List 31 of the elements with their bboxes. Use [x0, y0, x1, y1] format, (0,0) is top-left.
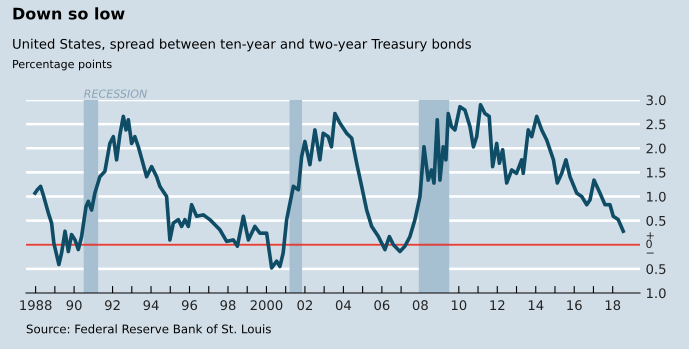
- x-tick-label: 02: [297, 300, 312, 310]
- x-tick-label: 08: [412, 300, 428, 310]
- x-tick-label: 06: [374, 300, 390, 310]
- band-label: RECESSION: [84, 89, 147, 98]
- y-tick-label: 0.5: [646, 264, 666, 274]
- y-tick-label: 0.5: [646, 216, 666, 226]
- x-tick-label: 16: [567, 300, 582, 310]
- x-tick-label: 90: [66, 300, 82, 310]
- x-tick-label: 92: [104, 300, 120, 310]
- chart-subtitle: United States, spread between ten-year and two-year Treasury bonds: [13, 38, 471, 52]
- y-tick-label: 2.0: [646, 143, 666, 154]
- x-tick-label: 10: [452, 300, 466, 310]
- line-series: [33, 103, 626, 270]
- chart-title: Down so low: [13, 7, 125, 20]
- x-tick-label: 98: [220, 300, 236, 310]
- source-note: Source: Federal Reserve Bank of St. Louis: [26, 324, 271, 334]
- y-tick-label: 1.5: [647, 168, 666, 178]
- y-axis-title: Percentage points: [13, 60, 112, 70]
- x-tick-label: 18: [606, 300, 620, 310]
- y-tick-label: 1.0: [647, 288, 666, 298]
- y-tick-label: 2.5: [646, 119, 666, 130]
- x-tick-label: 2000: [250, 300, 282, 310]
- y-tick-label: + 0 −: [646, 232, 654, 254]
- x-tick-label: 12: [490, 300, 504, 310]
- x-tick-label: 94: [143, 300, 159, 310]
- x-tick-label: 14: [528, 300, 544, 310]
- x-tick-label: 04: [336, 300, 352, 310]
- y-tick-label: 3.0: [646, 95, 666, 106]
- x-tick-label: 1988: [20, 300, 52, 310]
- y-tick-label: 1.0: [647, 192, 666, 202]
- x-tick-label: 96: [182, 300, 198, 310]
